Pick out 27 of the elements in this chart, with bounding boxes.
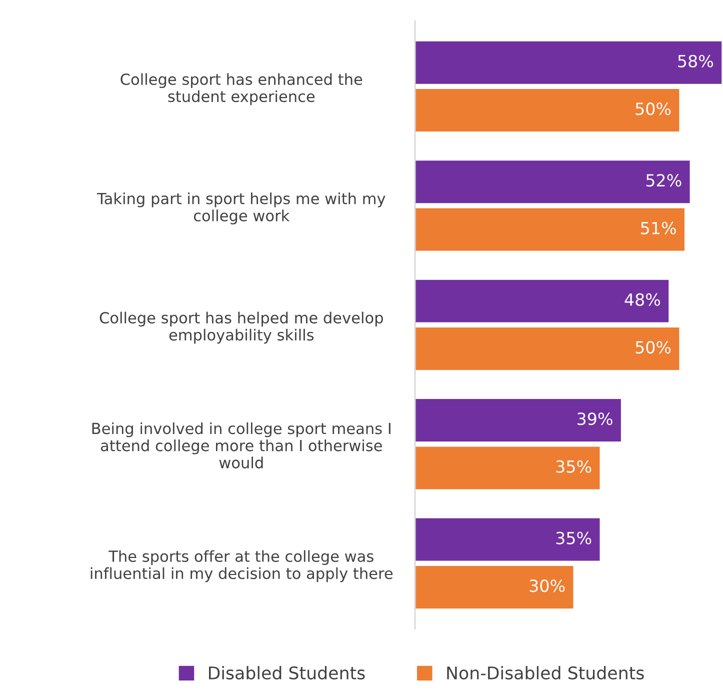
data-label: 39% [578,412,612,426]
data-label: 35% [556,460,592,473]
bar [415,278,670,324]
y-tick-label: College sport has enhanced the student experience [120,73,362,106]
y-tick-label: College sport has helped me develop employability skills [100,312,383,344]
data-label: 51% [641,222,676,234]
data-label: 58% [678,54,714,68]
y-tick-label: Being involved in college sport means I attend college more than I otherwise would [92,422,390,468]
bar [415,516,602,562]
bar [415,564,575,610]
data-label: 35% [556,532,592,544]
data-label: 52% [646,174,682,187]
data-label: 30% [530,579,565,592]
data-label: 50% [636,102,671,116]
legend-label: Non-Disabled Students [447,666,644,680]
bar [415,326,681,372]
data-label: 48% [624,293,660,306]
bar [415,40,722,86]
bar [415,88,681,133]
y-tick-label: Taking part in sport helps me with my college work [96,192,386,224]
y-tick-label: The sports offer at the college was influential in my decision to apply there [90,550,393,582]
bar [415,206,686,252]
bar [415,398,622,443]
legend-label: Disabled Students [209,666,365,680]
bar [415,159,692,204]
bar [415,445,602,491]
data-label: 50% [636,340,671,354]
